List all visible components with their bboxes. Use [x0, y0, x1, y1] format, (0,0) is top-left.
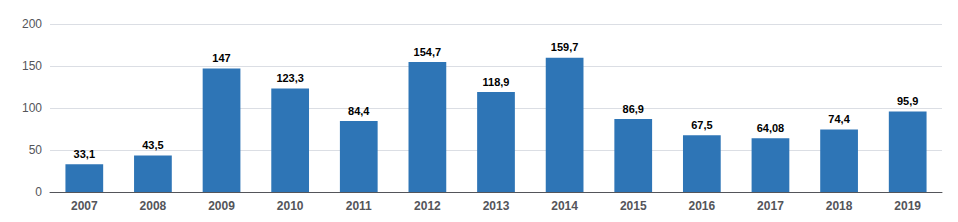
svg-text:2016: 2016	[688, 199, 715, 213]
svg-text:2014: 2014	[551, 199, 578, 213]
svg-text:2019: 2019	[894, 199, 921, 213]
svg-text:2009: 2009	[208, 199, 235, 213]
svg-text:95,9: 95,9	[897, 95, 918, 107]
svg-text:200: 200	[22, 17, 42, 31]
svg-text:2018: 2018	[826, 199, 853, 213]
svg-text:43,5: 43,5	[142, 139, 163, 151]
svg-text:123,3: 123,3	[276, 72, 304, 84]
svg-text:2013: 2013	[483, 199, 510, 213]
svg-text:2010: 2010	[277, 199, 304, 213]
svg-text:74,4: 74,4	[828, 113, 850, 125]
svg-text:118,9: 118,9	[483, 76, 510, 88]
svg-text:2015: 2015	[620, 199, 647, 213]
svg-text:150: 150	[22, 59, 42, 73]
svg-text:159,7: 159,7	[551, 41, 579, 53]
svg-text:2008: 2008	[140, 199, 167, 213]
svg-text:50: 50	[29, 143, 43, 157]
svg-text:154,7: 154,7	[414, 46, 442, 58]
svg-text:67,5: 67,5	[691, 119, 712, 131]
svg-text:0: 0	[35, 185, 42, 199]
svg-text:147: 147	[212, 52, 230, 64]
svg-text:33,1: 33,1	[74, 148, 95, 160]
svg-text:86,9: 86,9	[623, 103, 644, 115]
svg-text:2011: 2011	[346, 199, 372, 213]
svg-text:64,08: 64,08	[757, 122, 785, 134]
svg-text:2012: 2012	[414, 199, 441, 213]
svg-text:84,4: 84,4	[348, 105, 370, 117]
svg-text:2007: 2007	[71, 199, 98, 213]
svg-text:100: 100	[22, 101, 42, 115]
svg-text:2017: 2017	[757, 199, 784, 213]
